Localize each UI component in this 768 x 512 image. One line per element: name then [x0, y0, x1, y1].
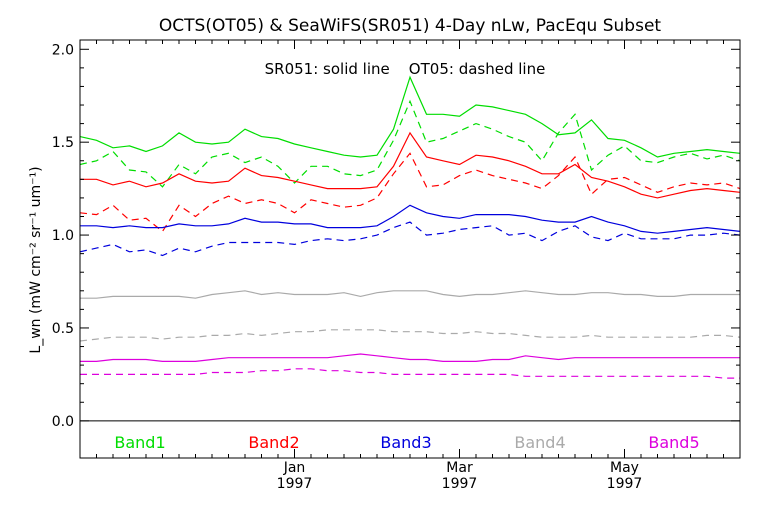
- y-axis-label-text: L_wn (mW cm⁻² sr⁻¹ um⁻¹): [28, 166, 44, 353]
- series-line-band2-dashed: [79, 152, 741, 233]
- series-line-band4-dashed: [79, 329, 741, 342]
- x-tick-label-year: 1997: [442, 476, 478, 492]
- x-tick-label-year: 1997: [607, 476, 643, 492]
- y-axis-label: L_wn (mW cm⁻² sr⁻¹ um⁻¹): [28, 166, 44, 353]
- y-tick-label: 0.5: [52, 321, 74, 337]
- y-tick-label: 0.0: [52, 414, 74, 430]
- chart-title: OCTS(OT05) & SeaWiFS(SR051) 4-Day nLw, P…: [159, 16, 661, 36]
- y-tick-label: 1.0: [52, 228, 74, 244]
- y-tick-label: 1.5: [52, 135, 74, 151]
- series-line-band2-solid: [80, 131, 741, 199]
- x-tick-label-month: Mar: [446, 460, 473, 476]
- legend-band3: Band3: [380, 433, 431, 452]
- x-tick-label-month: Jan: [283, 460, 306, 476]
- x-tick-label-month: May: [610, 460, 639, 476]
- legend-band5: Band5: [648, 433, 699, 452]
- legend-band2: Band2: [248, 433, 299, 452]
- line-style-annotation: SR051: solid line OT05: dashed line: [265, 60, 546, 78]
- legend-band4: Band4: [514, 433, 565, 452]
- legend-band1: Band1: [114, 433, 165, 452]
- x-tick-label-year: 1997: [277, 476, 313, 492]
- plot-lines: [79, 75, 741, 379]
- series-line-band1-solid: [79, 75, 741, 158]
- series-line-band5-dashed: [80, 368, 740, 379]
- series-line-band1-dashed: [79, 99, 741, 188]
- legend: Band1 Band2 Band3 Band4 Band5: [114, 433, 699, 452]
- series-line-band3-dashed: [79, 221, 741, 257]
- series-line-band3-solid: [80, 204, 741, 234]
- y-tick-label: 2.0: [52, 42, 74, 58]
- series-line-band5-solid: [80, 353, 740, 362]
- series-line-band4-solid: [80, 290, 740, 299]
